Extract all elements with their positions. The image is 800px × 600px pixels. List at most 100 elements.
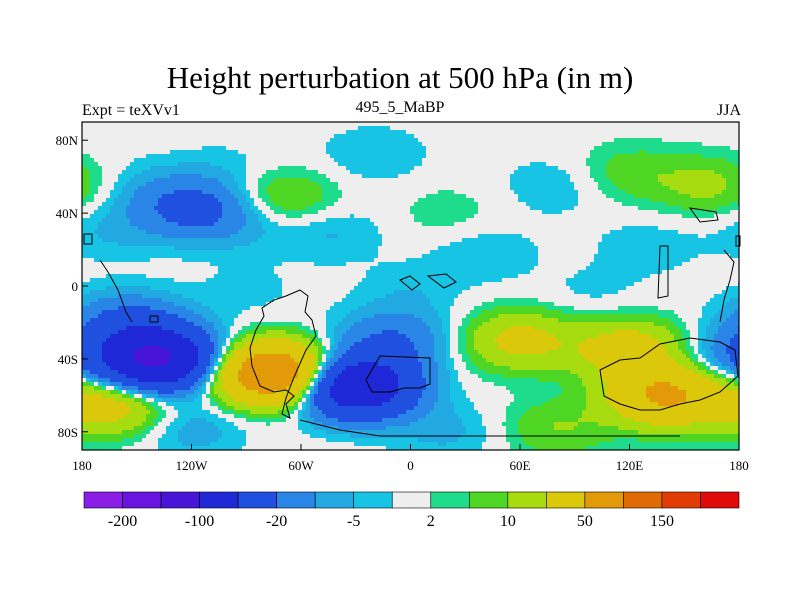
field-cell xyxy=(150,158,155,163)
field-cell xyxy=(98,238,103,243)
field-cell xyxy=(258,270,263,275)
field-cell xyxy=(182,374,187,379)
field-cell xyxy=(198,410,203,415)
field-cell xyxy=(194,398,199,403)
field-cell xyxy=(286,394,291,399)
field-cell xyxy=(82,446,87,450)
field-cell xyxy=(242,298,247,303)
field-cell xyxy=(178,314,183,319)
field-cell xyxy=(314,234,319,239)
field-cell xyxy=(130,262,135,267)
field-cell xyxy=(250,422,255,427)
field-cell xyxy=(190,342,195,347)
field-cell xyxy=(250,182,255,187)
field-cell xyxy=(158,270,163,275)
field-cell xyxy=(178,270,183,275)
field-cell xyxy=(150,326,155,331)
field-cell xyxy=(166,170,171,175)
field-cell xyxy=(270,142,275,147)
field-cell xyxy=(202,134,207,139)
field-cell xyxy=(146,402,151,407)
field-cell xyxy=(146,334,151,339)
field-cell xyxy=(318,354,323,359)
field-cell xyxy=(322,322,327,327)
field-cell xyxy=(194,422,199,427)
field-cell xyxy=(190,306,195,311)
field-cell xyxy=(218,326,223,331)
field-cell xyxy=(122,150,127,155)
field-cell xyxy=(190,410,195,415)
field-cell xyxy=(138,442,143,447)
field-cell xyxy=(150,274,155,279)
field-cell xyxy=(222,122,227,127)
field-cell xyxy=(162,378,167,383)
field-cell xyxy=(298,378,303,383)
field-cell xyxy=(130,198,135,203)
field-cell xyxy=(270,326,275,331)
field-cell xyxy=(154,358,159,363)
field-cell xyxy=(142,414,147,419)
field-cell xyxy=(118,366,123,371)
field-cell xyxy=(154,230,159,235)
field-cell xyxy=(290,430,295,435)
field-cell xyxy=(86,278,91,283)
field-cell xyxy=(138,402,143,407)
field-cell xyxy=(290,434,295,439)
field-cell xyxy=(198,414,203,419)
field-cell xyxy=(278,398,283,403)
field-cell xyxy=(142,138,147,143)
field-cell xyxy=(262,294,267,299)
field-cell xyxy=(286,258,291,263)
field-cell xyxy=(190,258,195,263)
field-cell xyxy=(154,198,159,203)
field-cell xyxy=(134,334,139,339)
field-cell xyxy=(294,170,299,175)
field-cell xyxy=(230,146,235,151)
field-cell xyxy=(254,162,259,167)
field-cell xyxy=(186,366,191,371)
field-cell xyxy=(270,258,275,263)
field-cell xyxy=(234,378,239,383)
field-cell xyxy=(154,414,159,419)
field-cell xyxy=(210,254,215,259)
field-cell xyxy=(138,270,143,275)
field-cell xyxy=(106,418,111,423)
field-cell xyxy=(170,206,175,211)
field-cell xyxy=(214,150,219,155)
field-cell xyxy=(250,130,255,135)
field-cell xyxy=(230,154,235,159)
field-cell xyxy=(146,270,151,275)
field-cell xyxy=(142,426,147,431)
field-cell xyxy=(306,366,311,371)
field-cell xyxy=(238,230,243,235)
field-cell xyxy=(250,410,255,415)
field-cell xyxy=(314,314,319,319)
field-cell xyxy=(314,442,319,447)
field-cell xyxy=(126,130,131,135)
field-cell xyxy=(182,382,187,387)
field-cell xyxy=(218,350,223,355)
field-cell xyxy=(106,430,111,435)
field-cell xyxy=(262,366,267,371)
field-cell xyxy=(210,318,215,323)
field-cell xyxy=(250,310,255,315)
field-cell xyxy=(158,430,163,435)
field-cell xyxy=(254,262,259,267)
field-cell xyxy=(122,430,127,435)
field-cell xyxy=(246,194,251,199)
field-cell xyxy=(142,174,147,179)
field-cell xyxy=(174,274,179,279)
field-cell xyxy=(294,366,299,371)
field-cell xyxy=(290,274,295,279)
field-cell xyxy=(126,346,131,351)
field-cell xyxy=(298,274,303,279)
field-cell xyxy=(150,366,155,371)
field-cell xyxy=(290,214,295,219)
field-cell xyxy=(214,214,219,219)
field-cell xyxy=(194,306,199,311)
field-cell xyxy=(186,374,191,379)
field-cell xyxy=(114,290,119,295)
field-cell xyxy=(130,134,135,139)
field-cell xyxy=(266,278,271,283)
field-cell xyxy=(138,286,143,291)
